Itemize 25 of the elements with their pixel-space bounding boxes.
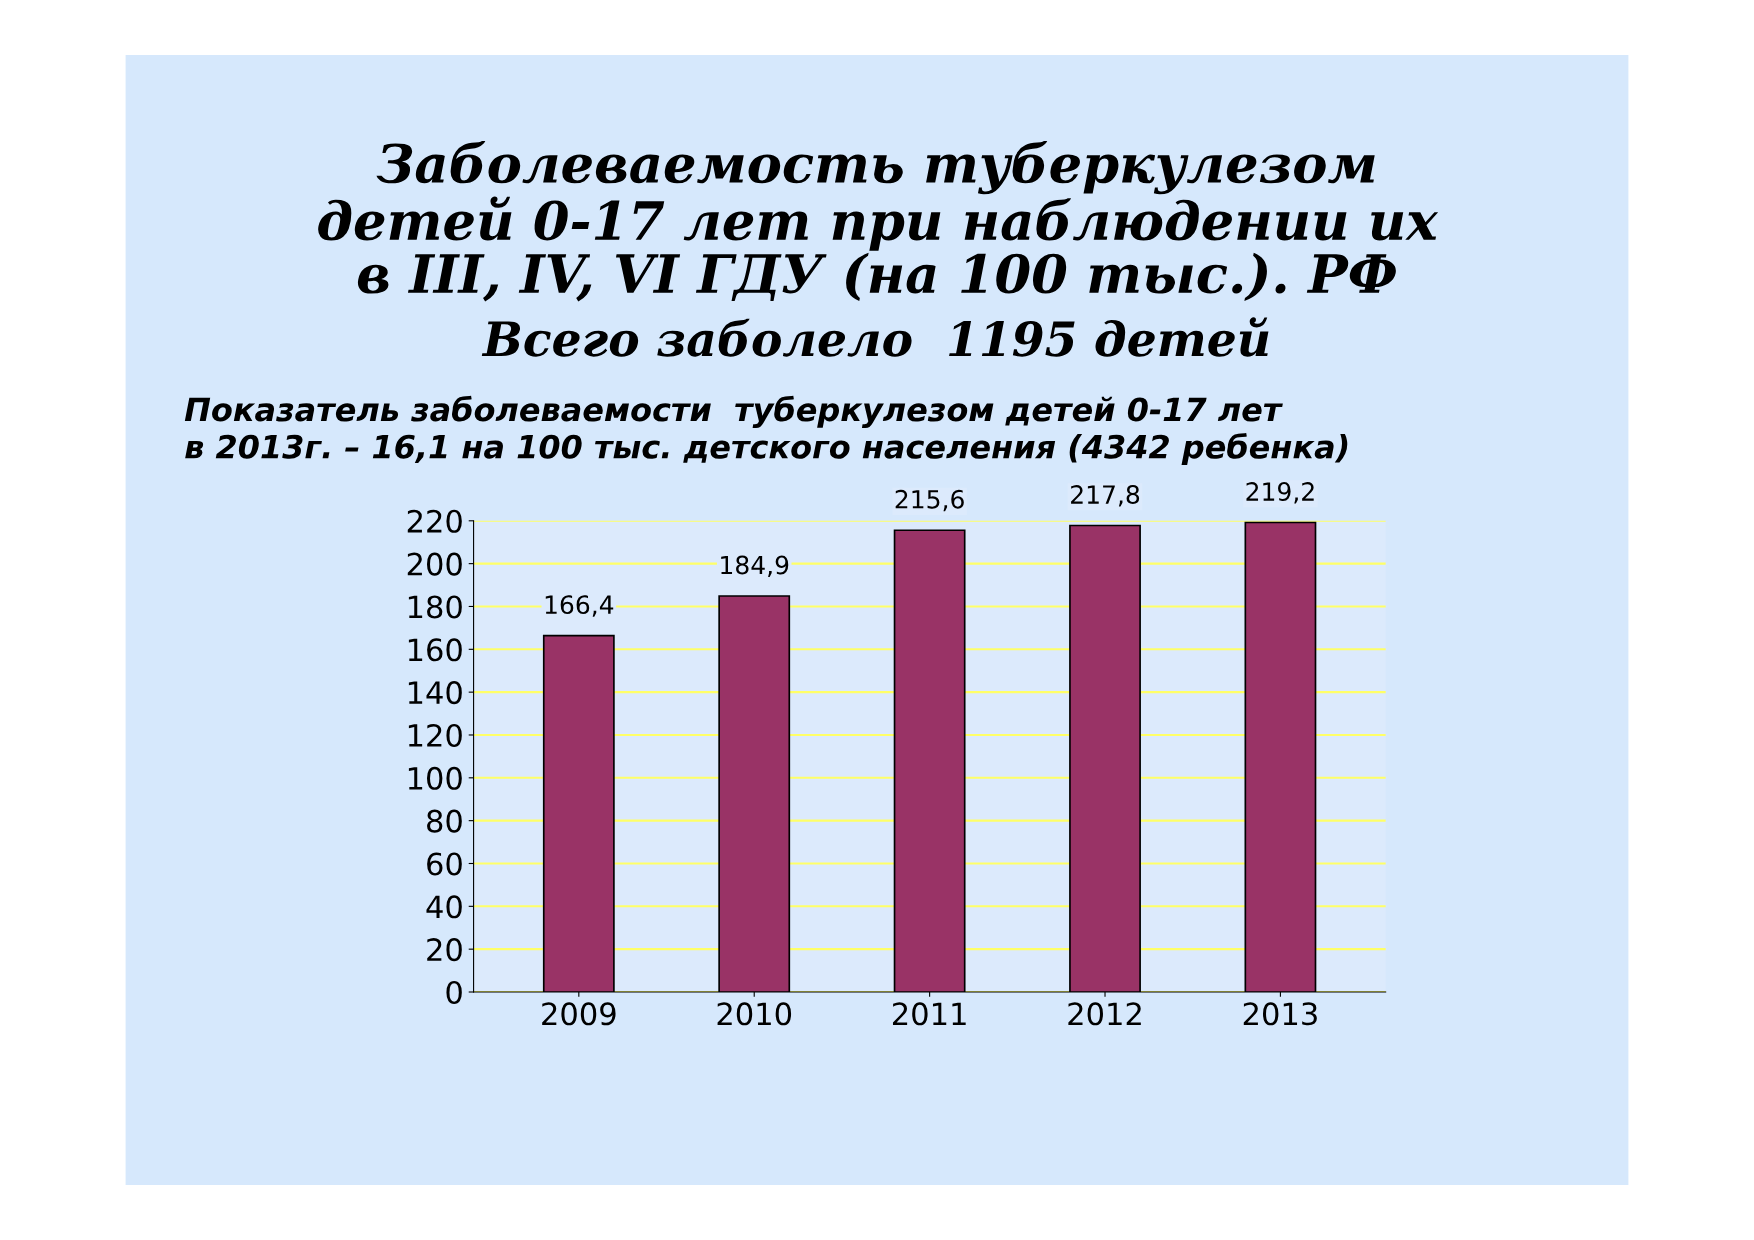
chart-title: Заболеваемость туберкулезом детей 0-17 лет при наблюдении их в III, IV, VI ГДУ (на 100 тыс.). РФ <box>318 141 1439 302</box>
y-tick-label: 100 <box>408 766 462 790</box>
y-tick-label: 80 <box>427 809 462 833</box>
y-tick-label: 60 <box>427 852 462 876</box>
data-label: 166,4 <box>545 595 614 617</box>
data-label: 217,8 <box>1071 485 1140 507</box>
x-tick-label: 2009 <box>542 1002 616 1026</box>
y-tick-label: 160 <box>408 638 462 662</box>
y-tick-label: 120 <box>408 723 462 748</box>
data-label: 184,9 <box>721 555 789 578</box>
data-label: 219,2 <box>1246 482 1314 504</box>
x-tick-label: 2010 <box>717 1002 792 1026</box>
y-tick-label: 40 <box>426 895 462 919</box>
data-label: 215,6 <box>895 489 964 512</box>
x-tick-label: 2011 <box>892 1002 966 1026</box>
text: Показатель заболеваемости туберкулезом детей 0-17 лет в 2013г. – 16,1 на 100 тыс. детского населения (4342 ребенка) <box>184 395 1348 465</box>
y-tick-label: 20 <box>427 938 462 962</box>
y-tick-label: 140 <box>408 681 462 705</box>
chart-subtitle: Всего заболело 1195 детей <box>481 317 1269 357</box>
x-tick-label: 2013 <box>1243 1002 1317 1026</box>
y-tick-label: 200 <box>407 552 462 576</box>
y-tick-label: 220 <box>407 509 462 533</box>
x-tick-label: 2012 <box>1068 1002 1141 1026</box>
y-tick-label: 180 <box>408 595 462 619</box>
y-tick-label: 0 <box>446 980 462 1005</box>
